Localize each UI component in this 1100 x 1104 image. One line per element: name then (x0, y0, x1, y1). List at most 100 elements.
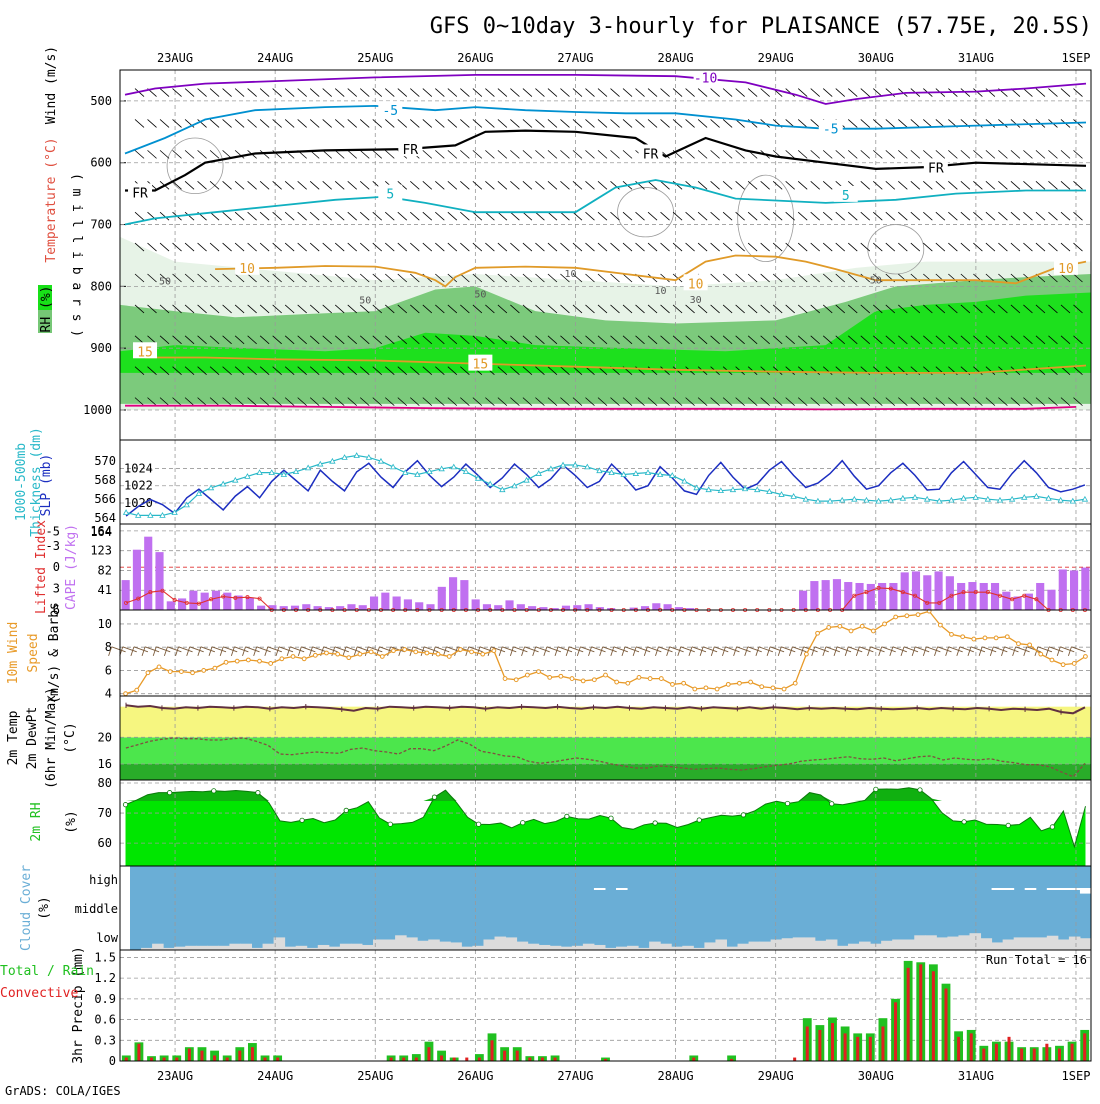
cape-bar (1024, 593, 1033, 610)
wind-barb (547, 211, 558, 221)
wind-barb (359, 273, 370, 283)
wind-speed-marker (513, 677, 519, 683)
wind-barb (284, 397, 295, 406)
wind-barb-10m (811, 646, 816, 656)
wind-barb (785, 397, 795, 406)
wind-speed-marker (971, 636, 977, 642)
rh2m-area (125, 787, 1086, 866)
wind-speed-marker (681, 680, 687, 686)
thickness-tick-label: 566 (94, 492, 116, 506)
precip-convective-bar (1057, 1048, 1061, 1061)
wind-barb (722, 211, 733, 221)
contour-label-bg (398, 140, 423, 157)
wind-barb (547, 242, 558, 252)
wind-barb-10m (658, 646, 673, 653)
wind-speed-marker (882, 621, 887, 627)
wind-barb-10m (1001, 646, 1005, 656)
wind-barb (873, 242, 883, 252)
wind-barb (822, 150, 833, 159)
thickness-marker (693, 484, 700, 491)
wind-barb (510, 304, 520, 314)
wind-barb-10m (1071, 646, 1086, 653)
wind-barb (234, 273, 245, 283)
wind-barb (835, 335, 846, 345)
cape-bar (494, 605, 503, 610)
cape-bar (121, 580, 130, 610)
wind-barb (685, 88, 695, 97)
wind-barb-10m (200, 646, 216, 653)
thickness-marker (644, 469, 652, 475)
rh2m-marker (167, 790, 173, 796)
wind-speed-marker (703, 685, 709, 691)
precip-convective-bar (1070, 1043, 1074, 1061)
wind-barb (797, 119, 808, 128)
wind-barb (1048, 304, 1058, 314)
wind-barb-10m (554, 646, 559, 656)
low-cloud-bar (141, 947, 153, 950)
wind-barb (485, 88, 495, 97)
wind-barb (873, 335, 883, 345)
wind-barb (522, 119, 533, 128)
wind-barb-10m (926, 646, 941, 653)
wind-barb-10m (412, 646, 428, 653)
wind-barb (660, 242, 670, 252)
thickness-marker (487, 480, 494, 487)
wind-barb (998, 180, 1008, 190)
wind-barb (622, 273, 633, 283)
thickness-marker (960, 494, 967, 501)
thickness-marker (911, 493, 919, 500)
low-cloud-bar (759, 941, 772, 950)
date-label-top: 24AUG (257, 51, 293, 65)
wind-barb (910, 397, 921, 406)
axis-title: 3hr Precip (mm) (71, 946, 86, 1063)
low-cloud-bar (947, 936, 959, 950)
wind-barb (860, 335, 871, 345)
wind-barb (297, 397, 307, 406)
wind-barb (172, 150, 182, 159)
wind-barb (359, 150, 370, 159)
axis-title: 2m DewPt (25, 707, 40, 770)
wind-barb-10m (755, 646, 760, 656)
rh-contour-label: 50 (474, 289, 486, 300)
wind-barb-10m (163, 646, 168, 656)
cape-bar (437, 586, 446, 610)
wind-speed-marker (212, 665, 218, 671)
wind-barb (1060, 180, 1071, 190)
wind-barb-10m (312, 646, 327, 653)
low-cloud-bar (825, 939, 838, 950)
cape-bar (640, 606, 650, 610)
wind-barb (810, 119, 820, 128)
thickness-marker (389, 463, 397, 470)
wind-barb (860, 119, 871, 128)
wind-barb (134, 273, 145, 283)
wind-barb-10m (677, 646, 682, 656)
thickness-marker (1033, 493, 1040, 499)
wind-barb (998, 150, 1008, 159)
wind-barb (472, 335, 483, 345)
wind-speed-marker (502, 676, 508, 681)
wind-barb (385, 304, 395, 314)
low-cloud-bar (859, 941, 871, 950)
wind-barb (159, 119, 170, 128)
wind-barb (347, 335, 358, 345)
wind-barb (159, 366, 170, 376)
contour-label: -5 (382, 104, 398, 119)
wind-barb (134, 150, 145, 159)
li-marker (233, 595, 238, 600)
wind-barb (697, 119, 708, 128)
wind-barb (1060, 397, 1071, 406)
wind-barb-10m (502, 646, 517, 653)
wind-barb (910, 242, 921, 252)
contour-label: FR (928, 162, 944, 177)
cape-bar (1013, 596, 1022, 610)
contour-label-bg (923, 158, 948, 175)
cape-bar (144, 536, 153, 610)
cape-bar (957, 582, 966, 610)
wind-barb (435, 366, 445, 376)
wind-barb (435, 242, 445, 252)
wind-speed-marker (737, 680, 742, 686)
wind-barb (134, 397, 145, 406)
wind-barb (497, 150, 508, 159)
wind-barb (359, 397, 370, 406)
thickness-marker (826, 497, 834, 504)
